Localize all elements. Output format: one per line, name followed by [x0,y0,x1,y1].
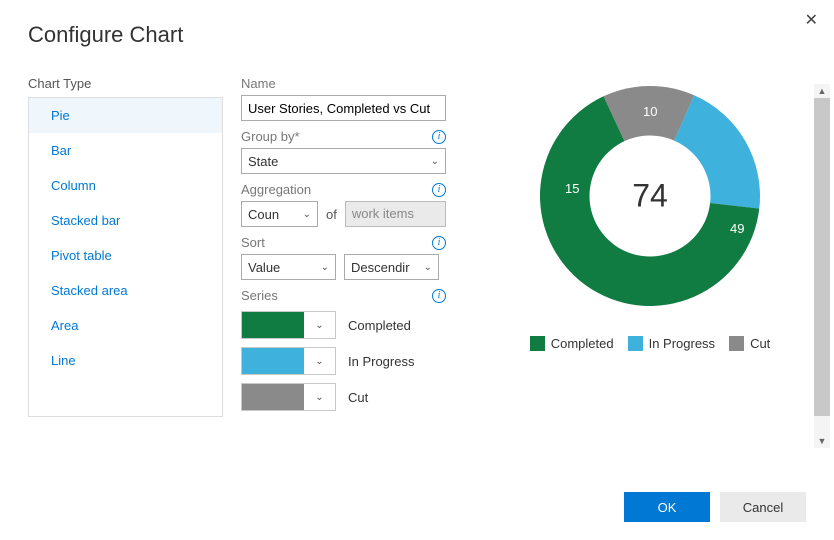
series-label: In Progress [348,354,414,369]
chart-type-item[interactable]: Stacked area [29,273,222,308]
color-swatch [242,348,304,374]
donut-slice-label: 49 [730,221,744,236]
color-swatch [242,312,304,338]
legend-item: Cut [729,336,770,351]
series-label: Cut [348,390,368,405]
sort-direction-select[interactable]: Descendir ⌄ [344,254,439,280]
legend-label: Cut [750,336,770,351]
info-icon[interactable]: i [432,236,446,250]
scroll-up-icon[interactable]: ▲ [818,84,827,98]
chart-type-list: PieBarColumnStacked barPivot tableStacke… [28,97,223,417]
chevron-down-icon: ⌄ [321,262,329,273]
legend-swatch [530,336,545,351]
donut-slice-label: 10 [643,104,657,119]
aggregation-label: Aggregation i [241,182,446,197]
legend-label: Completed [551,336,614,351]
chevron-down-icon: ⌄ [303,209,311,220]
series-label: Completed [348,318,411,333]
series-color-select[interactable]: ⌄ [241,311,336,339]
legend-swatch [729,336,744,351]
chart-type-item[interactable]: Area [29,308,222,343]
chevron-down-icon: ⌄ [431,156,439,167]
info-icon[interactable]: i [432,130,446,144]
cancel-button[interactable]: Cancel [720,492,806,522]
name-label: Name [241,76,446,91]
group-by-select[interactable]: State ⌄ [241,148,446,174]
legend-item: In Progress [628,336,715,351]
chart-type-item[interactable]: Column [29,168,222,203]
chart-type-label: Chart Type [28,76,223,91]
donut-center-value: 74 [632,178,668,215]
donut-slice [674,95,760,208]
dialog-title: Configure Chart [28,22,806,48]
chevron-down-icon: ⌄ [304,312,335,338]
ok-button[interactable]: OK [624,492,710,522]
series-row: ⌄ Cut [241,383,446,411]
series-row: ⌄ In Progress [241,347,446,375]
aggregation-select[interactable]: Coun ⌄ [241,201,318,227]
legend-label: In Progress [649,336,715,351]
sort-label: Sort i [241,235,446,250]
close-icon[interactable]: ✕ [805,10,818,30]
configure-chart-dialog: ✕ Configure Chart Chart Type PieBarColum… [0,0,834,540]
color-swatch [242,384,304,410]
aggregation-of: of [326,207,337,222]
chart-preview: 74 49 15 10 Completed In Progress Cut [464,76,806,436]
chevron-down-icon: ⌄ [424,262,432,273]
chart-type-item[interactable]: Pie [29,98,222,133]
chart-type-item[interactable]: Pivot table [29,238,222,273]
info-icon[interactable]: i [432,183,446,197]
name-input[interactable] [241,95,446,121]
chevron-down-icon: ⌄ [304,348,335,374]
series-color-select[interactable]: ⌄ [241,347,336,375]
aggregation-unit: work items [345,201,446,227]
group-by-label: Group by* i [241,129,446,144]
chart-type-section: Chart Type PieBarColumnStacked barPivot … [28,76,223,436]
chevron-down-icon: ⌄ [304,384,335,410]
dialog-footer: OK Cancel [624,492,806,522]
vertical-scrollbar[interactable]: ▲ ▼ [814,84,830,448]
sort-field-select[interactable]: Value ⌄ [241,254,336,280]
legend-swatch [628,336,643,351]
series-list: ⌄ Completed ⌄ In Progress ⌄ Cut [241,311,446,411]
scroll-track[interactable] [814,98,830,434]
legend-item: Completed [530,336,614,351]
chart-legend: Completed In Progress Cut [494,336,806,351]
chart-options-form: Name Group by* i State ⌄ Aggregation i C… [241,76,446,436]
info-icon[interactable]: i [432,289,446,303]
series-label: Series i [241,288,446,303]
scroll-thumb[interactable] [814,98,830,416]
chart-type-item[interactable]: Bar [29,133,222,168]
donut-chart: 74 49 15 10 [530,76,770,316]
donut-slice-label: 15 [565,181,579,196]
chart-type-item[interactable]: Line [29,343,222,378]
series-color-select[interactable]: ⌄ [241,383,336,411]
chart-type-item[interactable]: Stacked bar [29,203,222,238]
scroll-down-icon[interactable]: ▼ [818,434,827,448]
series-row: ⌄ Completed [241,311,446,339]
